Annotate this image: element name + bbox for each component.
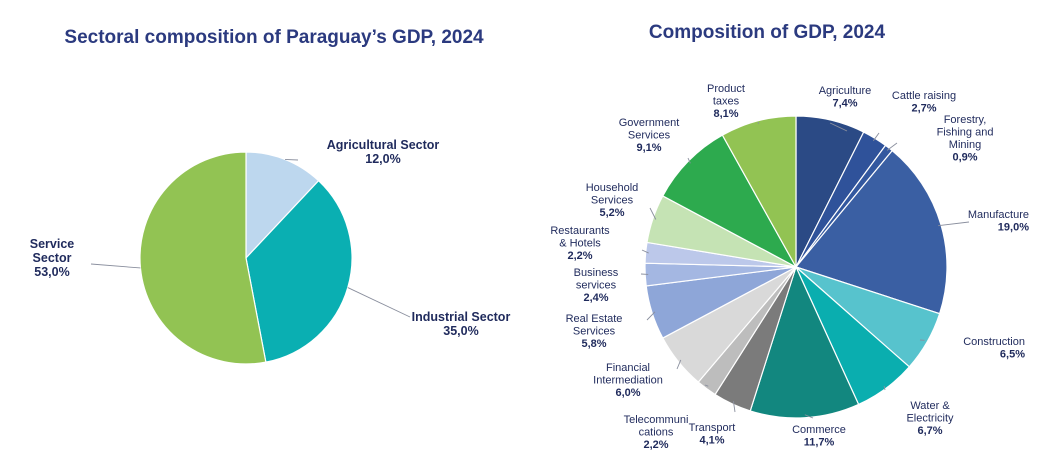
slice-value-household-services: 5,2% — [599, 207, 624, 219]
leader-line-commerce — [804, 414, 814, 419]
slice-value-product-taxes: 8,1% — [713, 108, 738, 120]
slice-label-financial-intermediation-line-1: Financial — [606, 362, 650, 374]
slice-label-service-sector-line-1: Service — [30, 237, 75, 251]
leader-line-product-taxes — [757, 121, 760, 124]
slice-label-telecommunications-line-1: Telecommuni — [624, 414, 689, 426]
pie-slice-manufacture — [794, 149, 948, 315]
slice-label-industrial-sector: Industrial Sector — [412, 310, 511, 324]
leader-line-water-electricity — [883, 385, 886, 391]
slice-label-business-services-line-1: Business — [574, 267, 619, 279]
slice-value-business-services: 2,4% — [583, 292, 608, 304]
pie-slice-industrial-sector — [245, 179, 353, 363]
leader-line-manufacture — [938, 221, 970, 227]
slice-label-product-taxes-line-2: taxes — [713, 96, 740, 108]
slice-label-restaurants-hotels-line-1: Restaurants — [550, 225, 610, 237]
leader-line-agriculture — [829, 122, 848, 132]
slice-value-water-electricity: 6,7% — [917, 425, 942, 437]
slice-label-telecommunications-line-2: cations — [639, 427, 674, 439]
slice-label-construction: Construction — [963, 336, 1025, 348]
slice-value-government-services: 9,1% — [636, 142, 661, 154]
slice-label-product-taxes-line-1: Product — [707, 83, 745, 95]
slice-label-household-services-line-1: Household — [586, 182, 639, 194]
leader-line-transport — [732, 401, 736, 413]
slice-value-industrial-sector: 35,0% — [443, 324, 478, 338]
slice-label-commerce: Commerce — [792, 424, 846, 436]
slice-label-financial-intermediation-line-2: Intermediation — [593, 375, 663, 387]
chart-title-sectoral: Sectoral composition of Paraguay’s GDP, … — [64, 27, 484, 48]
leader-line-financial-intermediation — [676, 359, 682, 370]
slice-label-forestry-fishing-and-mining-line-3: Mining — [949, 139, 981, 151]
leader-line-restaurants-hotels — [641, 249, 649, 254]
slice-value-cattle-raising: 2,7% — [911, 103, 936, 115]
slice-value-manufacture: 19,0% — [998, 222, 1029, 234]
slice-value-transport: 4,1% — [699, 435, 724, 447]
slice-label-water-electricity-line-1: Water & — [910, 400, 950, 412]
slice-value-financial-intermediation: 6,0% — [615, 387, 640, 399]
leader-line-real-estate-services — [646, 311, 656, 321]
pie-slice-commerce — [749, 265, 860, 419]
slice-label-household-services-line-2: Services — [591, 195, 634, 207]
leader-line-government-services — [687, 157, 691, 164]
slice-value-commerce: 11,7% — [804, 437, 835, 449]
slice-label-service-sector-line-2: Sector — [33, 251, 72, 265]
leader-line-cattle-raising — [872, 132, 880, 142]
pie-slice-government-services — [661, 134, 798, 269]
slice-value-agricultural-sector: 12,0% — [365, 152, 400, 166]
leader-line-agricultural-sector — [285, 158, 299, 161]
slice-value-agriculture: 7,4% — [832, 98, 857, 110]
leader-line-service-sector — [90, 263, 141, 269]
slice-value-construction: 6,5% — [1000, 349, 1025, 361]
leader-line-industrial-sector — [347, 287, 411, 318]
slice-label-real-estate-services-line-1: Real Estate — [566, 313, 623, 325]
slice-label-transport: Transport — [689, 422, 736, 434]
slice-value-telecommunications: 2,2% — [643, 439, 668, 451]
slice-label-cattle-raising: Cattle raising — [892, 90, 956, 102]
slice-label-government-services-line-1: Government — [619, 117, 680, 129]
slice-label-agriculture: Agriculture — [819, 85, 872, 97]
leader-line-telecommunications — [704, 384, 709, 387]
leader-line-forestry-fishing-and-mining — [886, 142, 898, 151]
pie-slice-product-taxes — [721, 115, 797, 270]
slice-value-service-sector: 53,0% — [34, 265, 69, 279]
leader-line-household-services — [649, 207, 657, 220]
slice-label-restaurants-hotels-line-2: & Hotels — [559, 238, 601, 250]
slice-value-real-estate-services: 5,8% — [581, 338, 606, 350]
slice-label-forestry-fishing-and-mining-line-1: Forestry, — [944, 114, 987, 126]
slice-label-business-services-line-2: services — [576, 280, 617, 292]
chart-title-composition: Composition of GDP, 2024 — [649, 22, 886, 43]
slice-label-forestry-fishing-and-mining-line-2: Fishing and — [937, 127, 994, 139]
slice-label-water-electricity-line-2: Electricity — [906, 413, 954, 425]
slice-value-forestry-fishing-and-mining: 0,9% — [952, 152, 977, 164]
slice-label-government-services-line-2: Services — [628, 130, 671, 142]
slice-label-real-estate-services-line-2: Services — [573, 326, 616, 338]
slice-value-restaurants-hotels: 2,2% — [567, 250, 592, 262]
slice-label-manufacture: Manufacture — [968, 209, 1029, 221]
slice-label-agricultural-sector: Agricultural Sector — [327, 138, 440, 152]
